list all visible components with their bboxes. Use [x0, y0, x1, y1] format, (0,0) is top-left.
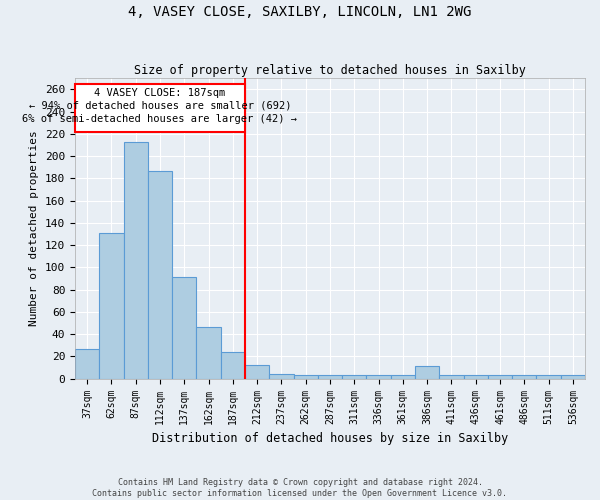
- Bar: [415, 366, 439, 378]
- Bar: [318, 376, 342, 378]
- Text: 4, VASEY CLOSE, SAXILBY, LINCOLN, LN1 2WG: 4, VASEY CLOSE, SAXILBY, LINCOLN, LN1 2W…: [128, 5, 472, 19]
- Bar: [221, 352, 245, 378]
- Text: 4 VASEY CLOSE: 187sqm: 4 VASEY CLOSE: 187sqm: [94, 88, 226, 98]
- Bar: [75, 348, 99, 378]
- Bar: [342, 376, 367, 378]
- Bar: [245, 366, 269, 378]
- Text: Contains HM Land Registry data © Crown copyright and database right 2024.
Contai: Contains HM Land Registry data © Crown c…: [92, 478, 508, 498]
- Bar: [439, 376, 464, 378]
- Bar: [172, 278, 196, 378]
- Bar: [391, 376, 415, 378]
- Bar: [561, 376, 585, 378]
- Bar: [269, 374, 293, 378]
- Bar: [196, 328, 221, 378]
- Title: Size of property relative to detached houses in Saxilby: Size of property relative to detached ho…: [134, 64, 526, 77]
- Text: 6% of semi-detached houses are larger (42) →: 6% of semi-detached houses are larger (4…: [23, 114, 298, 124]
- Bar: [367, 376, 391, 378]
- Bar: [293, 376, 318, 378]
- X-axis label: Distribution of detached houses by size in Saxilby: Distribution of detached houses by size …: [152, 432, 508, 445]
- Bar: [464, 376, 488, 378]
- Bar: [512, 376, 536, 378]
- Bar: [488, 376, 512, 378]
- Bar: [99, 233, 124, 378]
- Bar: [124, 142, 148, 378]
- Text: ← 94% of detached houses are smaller (692): ← 94% of detached houses are smaller (69…: [29, 100, 291, 110]
- Bar: [148, 170, 172, 378]
- Bar: [75, 84, 245, 132]
- Y-axis label: Number of detached properties: Number of detached properties: [29, 130, 40, 326]
- Bar: [536, 376, 561, 378]
